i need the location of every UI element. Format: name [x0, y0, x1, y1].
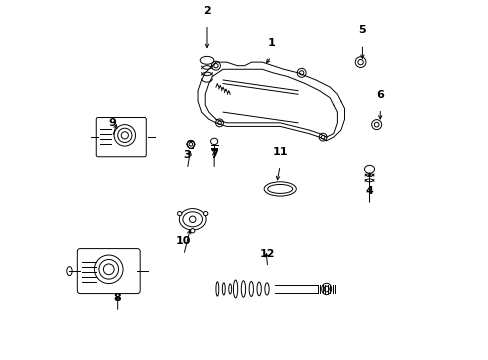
Ellipse shape: [233, 280, 237, 298]
Ellipse shape: [321, 283, 331, 295]
Ellipse shape: [324, 286, 328, 292]
Ellipse shape: [267, 184, 292, 193]
Ellipse shape: [257, 282, 261, 296]
Text: 1: 1: [267, 38, 275, 48]
Ellipse shape: [94, 255, 123, 284]
Ellipse shape: [103, 264, 114, 275]
Ellipse shape: [215, 119, 223, 127]
Ellipse shape: [264, 182, 296, 196]
Ellipse shape: [121, 132, 128, 139]
Ellipse shape: [248, 282, 253, 296]
Ellipse shape: [364, 165, 374, 173]
Ellipse shape: [189, 216, 196, 222]
Ellipse shape: [241, 281, 245, 297]
Ellipse shape: [357, 59, 363, 65]
Ellipse shape: [189, 143, 192, 146]
Ellipse shape: [211, 61, 220, 70]
Ellipse shape: [374, 122, 378, 127]
Ellipse shape: [319, 133, 326, 141]
Ellipse shape: [99, 260, 118, 279]
Ellipse shape: [354, 57, 365, 67]
FancyBboxPatch shape: [77, 249, 140, 294]
Ellipse shape: [203, 211, 207, 216]
Text: 12: 12: [260, 249, 275, 258]
Text: 8: 8: [114, 293, 122, 303]
Text: 5: 5: [358, 25, 366, 35]
Ellipse shape: [186, 140, 194, 148]
Text: 2: 2: [203, 6, 210, 16]
FancyBboxPatch shape: [96, 117, 146, 157]
Ellipse shape: [114, 125, 135, 146]
Text: 7: 7: [210, 150, 218, 160]
Text: 3: 3: [183, 150, 191, 160]
Ellipse shape: [118, 128, 132, 143]
Ellipse shape: [217, 121, 221, 125]
Text: 10: 10: [176, 236, 191, 246]
Text: 6: 6: [376, 90, 384, 100]
Ellipse shape: [190, 229, 194, 233]
Text: 11: 11: [272, 147, 287, 157]
Ellipse shape: [222, 283, 225, 295]
Ellipse shape: [179, 208, 205, 230]
Ellipse shape: [371, 120, 381, 130]
Ellipse shape: [216, 282, 218, 296]
Text: 9: 9: [108, 118, 116, 128]
Ellipse shape: [228, 284, 231, 294]
Ellipse shape: [321, 135, 324, 139]
Text: 4: 4: [365, 186, 373, 196]
Ellipse shape: [200, 57, 213, 64]
Ellipse shape: [264, 283, 268, 295]
Ellipse shape: [177, 211, 182, 216]
Ellipse shape: [67, 267, 72, 275]
Ellipse shape: [299, 71, 303, 75]
Ellipse shape: [297, 68, 305, 77]
Ellipse shape: [183, 212, 202, 227]
Ellipse shape: [213, 64, 218, 68]
